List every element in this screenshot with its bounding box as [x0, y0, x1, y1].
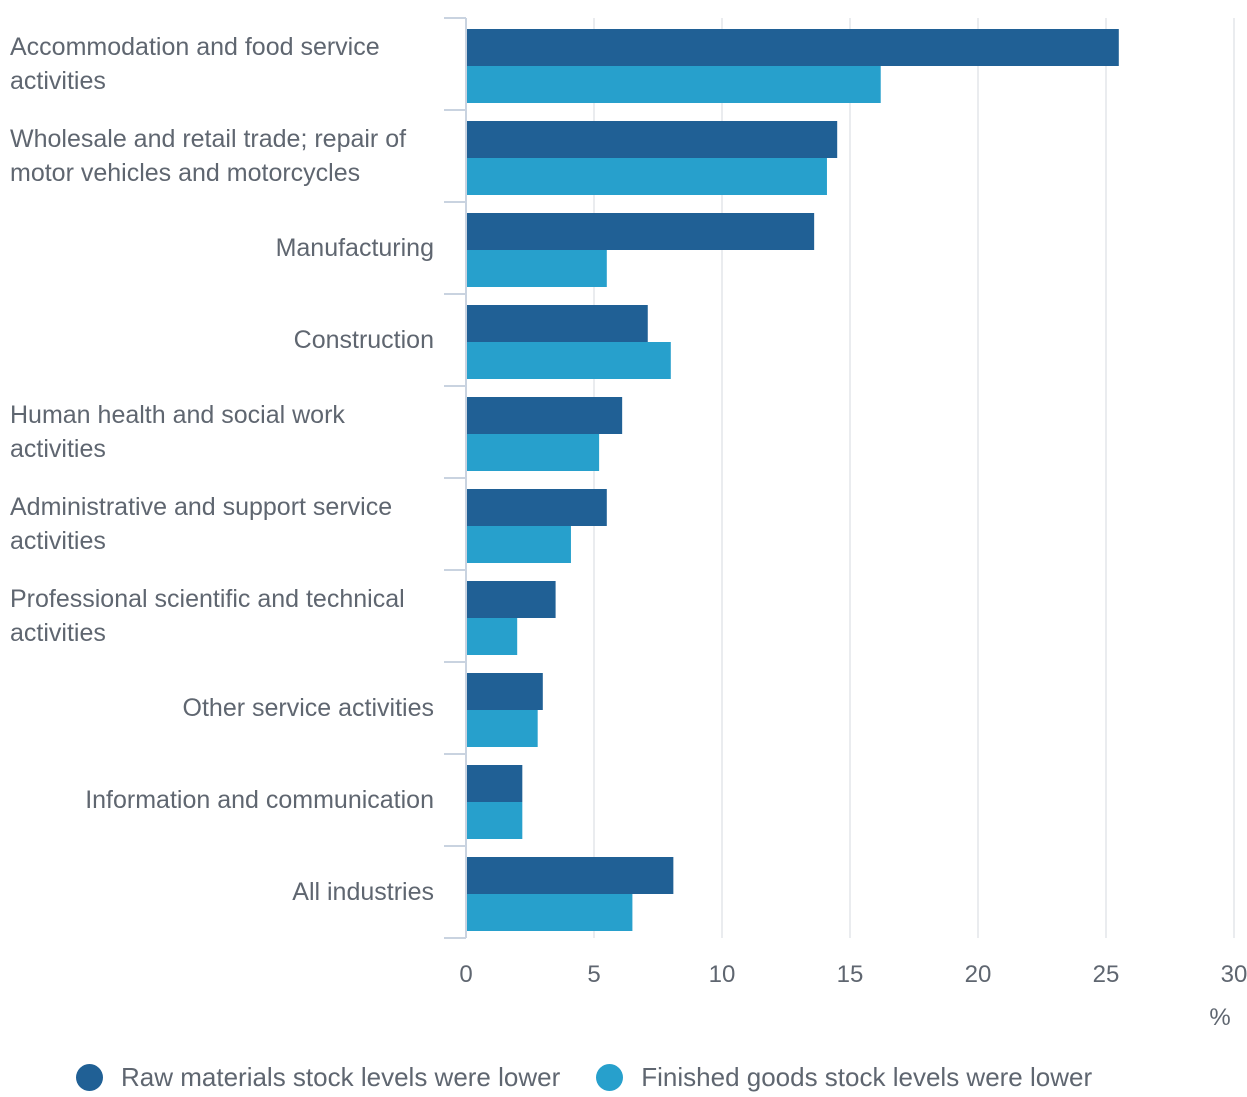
- bar-finished-goods: [466, 618, 518, 655]
- bar-raw-materials: [466, 305, 648, 342]
- bar-raw-materials: [466, 121, 838, 158]
- bar-finished-goods: [466, 250, 607, 287]
- bar-raw-materials: [466, 397, 623, 434]
- bar-finished-goods: [466, 158, 827, 195]
- bar-finished-goods: [466, 710, 538, 747]
- x-tick-label: 20: [965, 961, 992, 988]
- x-axis-unit: %: [1209, 1004, 1231, 1031]
- category-label: Construction: [293, 326, 434, 354]
- bar-finished-goods: [466, 66, 881, 103]
- legend-item-finished-goods: Finished goods stock levels were lower: [596, 1062, 1092, 1093]
- category-label: Other service activities: [182, 694, 434, 722]
- x-tick-label: 10: [709, 961, 736, 988]
- legend: Raw materials stock levels were lower Fi…: [76, 1062, 1128, 1093]
- bar-raw-materials: [466, 857, 674, 894]
- category-label: Manufacturing: [275, 234, 434, 262]
- legend-swatch-finished-goods: [596, 1064, 624, 1091]
- bar-finished-goods: [466, 342, 671, 379]
- category-label: All industries: [292, 878, 434, 906]
- x-tick-label: 5: [587, 961, 600, 988]
- category-label: Information and communication: [85, 786, 434, 814]
- bar-raw-materials: [466, 213, 815, 250]
- category-label: Administrative and support service activ…: [10, 493, 393, 555]
- bar-raw-materials: [466, 489, 607, 526]
- category-label: Professional scientific and technical ac…: [10, 585, 405, 647]
- bar-finished-goods: [466, 526, 571, 563]
- category-label: Human health and social work activities: [10, 401, 345, 463]
- legend-label-finished-goods: Finished goods stock levels were lower: [641, 1062, 1093, 1092]
- x-tick-label: 0: [459, 961, 472, 988]
- x-axis-ticks: 0 5 10 15 20 25 30: [459, 961, 1247, 988]
- bar-raw-materials: [466, 581, 556, 618]
- y-axis: [444, 17, 467, 939]
- bar-raw-materials: [466, 29, 1119, 66]
- legend-item-raw-materials: Raw materials stock levels were lower: [76, 1062, 560, 1093]
- bar-raw-materials: [466, 765, 523, 802]
- bar-finished-goods: [466, 434, 600, 471]
- legend-label-raw-materials: Raw materials stock levels were lower: [121, 1062, 561, 1092]
- legend-swatch-raw-materials: [76, 1064, 103, 1091]
- category-label: Wholesale and retail trade; repair of mo…: [10, 125, 407, 187]
- bar-finished-goods: [466, 802, 523, 839]
- bar-raw-materials: [466, 673, 543, 710]
- bars: [466, 29, 1119, 931]
- bar-finished-goods: [466, 894, 633, 931]
- x-tick-label: 15: [837, 961, 864, 988]
- category-label: Accommodation and food service activitie…: [10, 33, 380, 95]
- x-tick-label: 30: [1221, 961, 1247, 988]
- x-tick-label: 25: [1093, 961, 1120, 988]
